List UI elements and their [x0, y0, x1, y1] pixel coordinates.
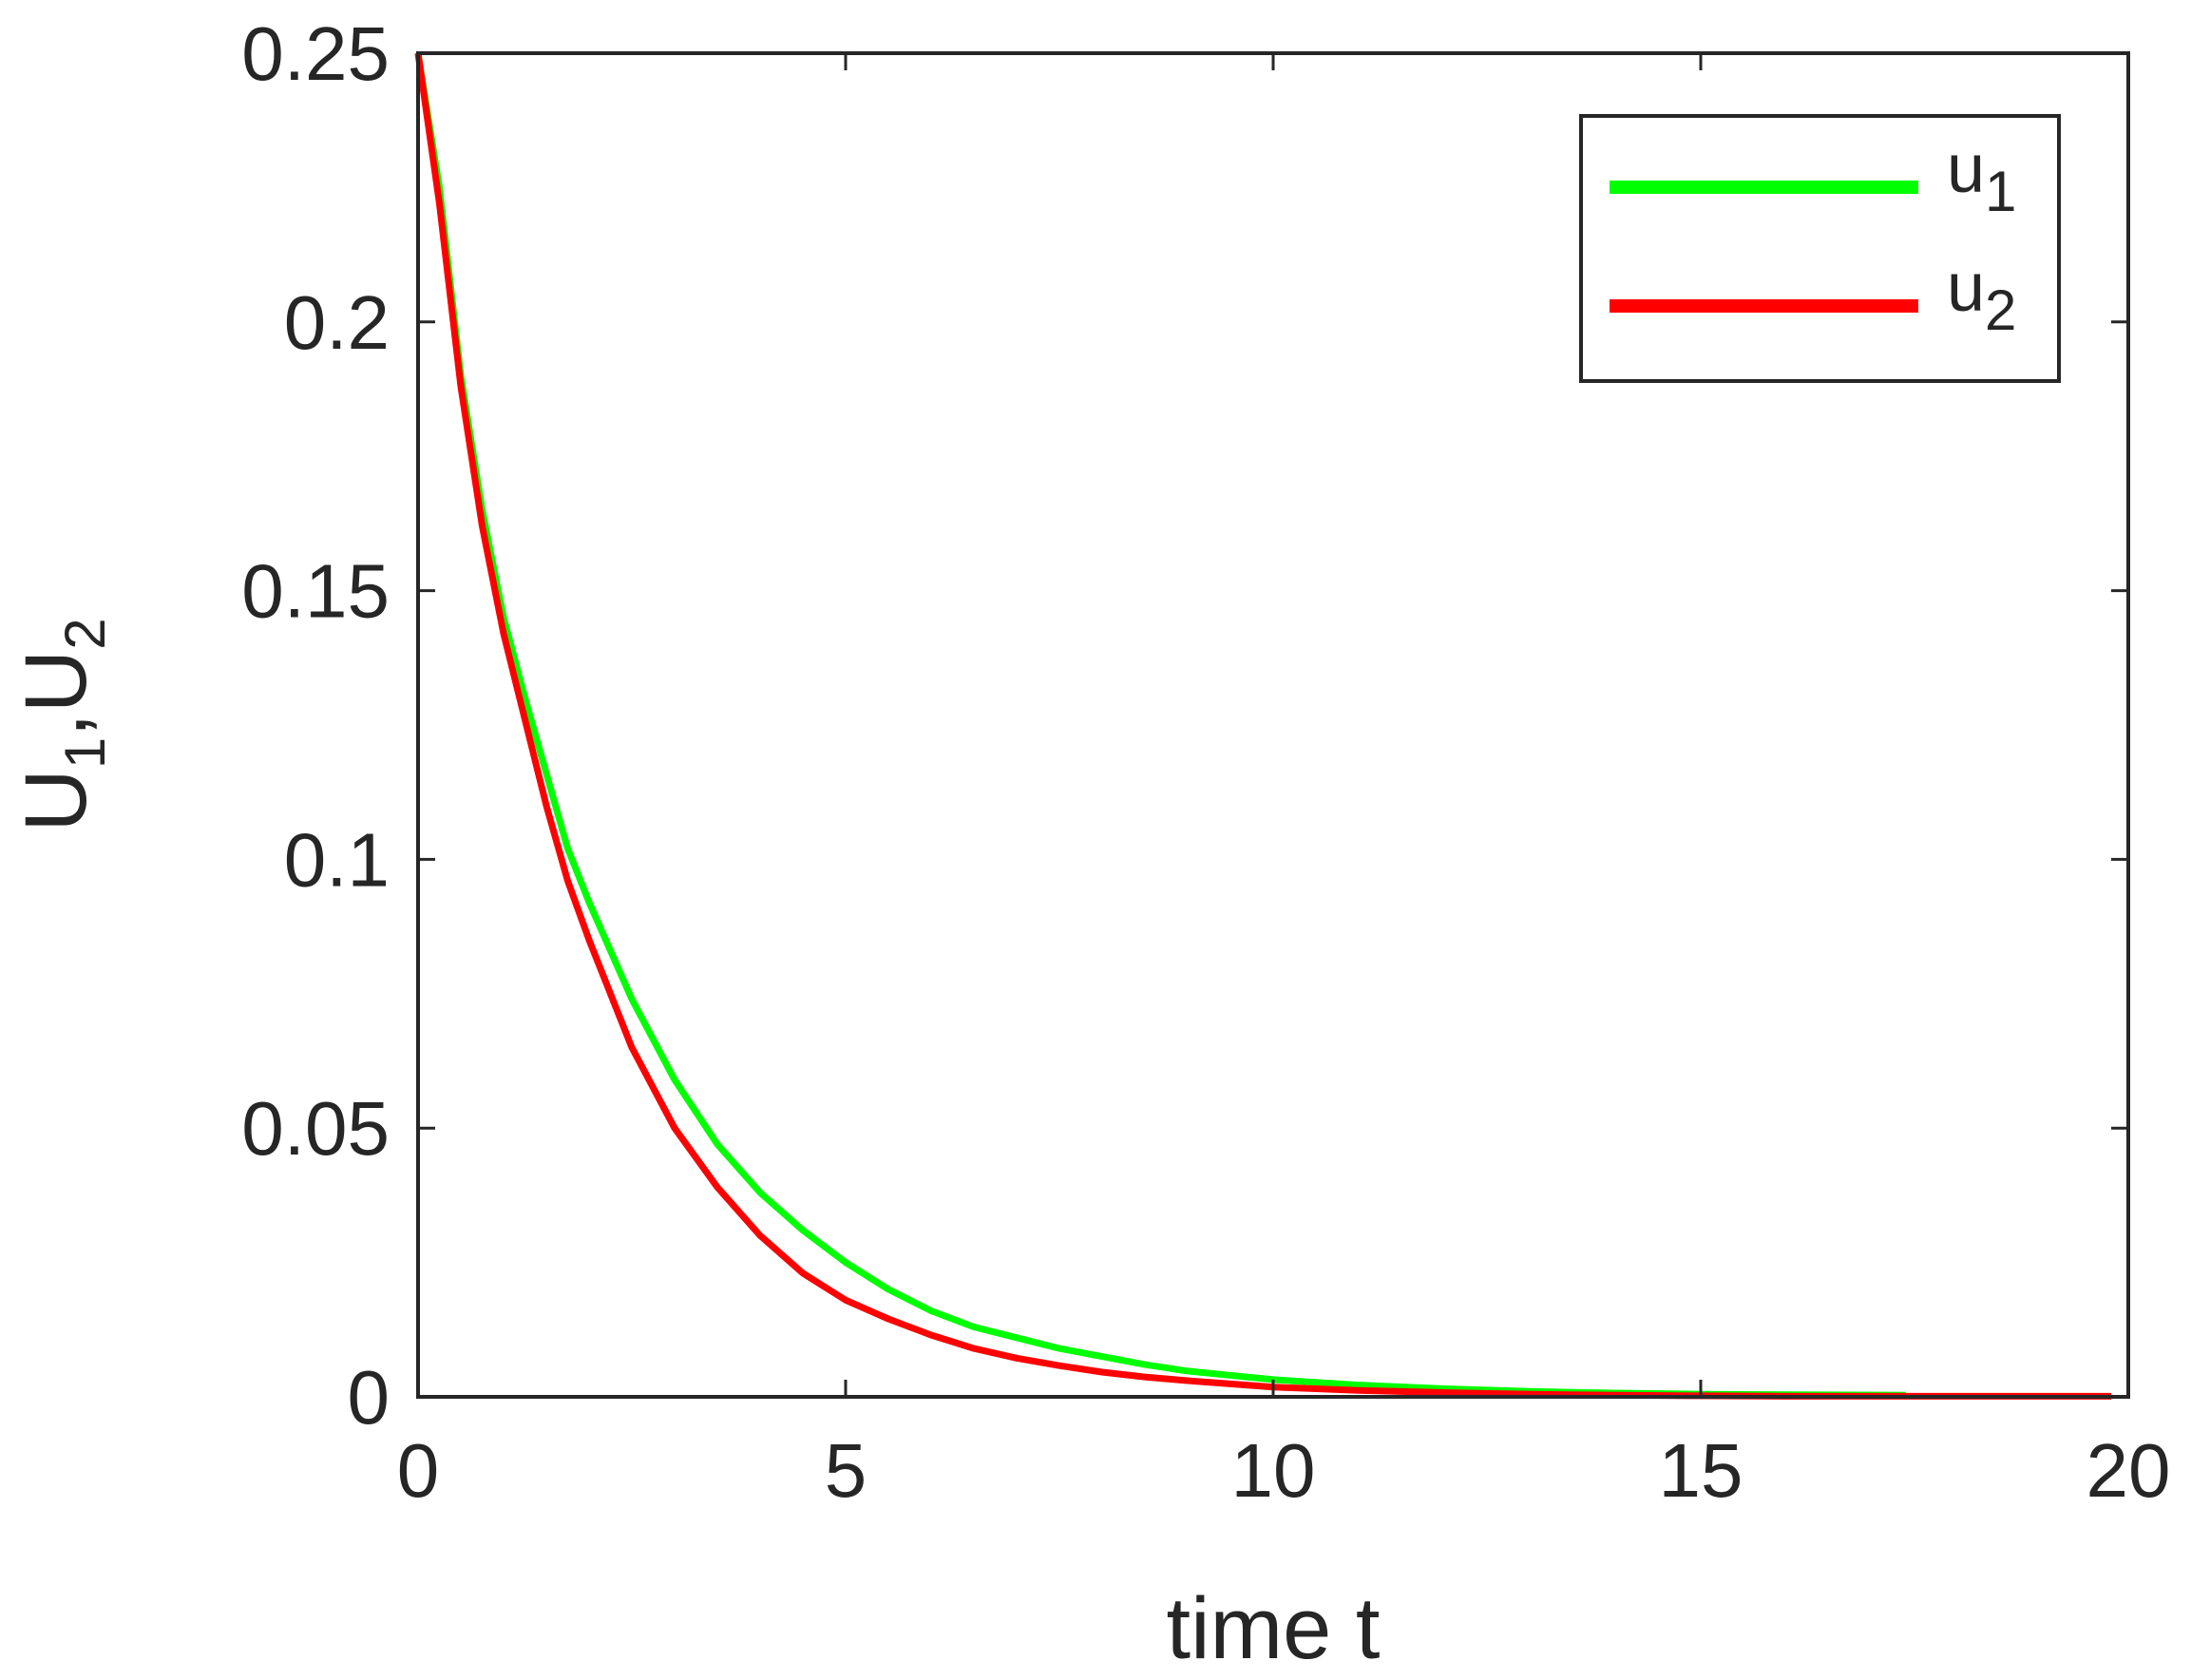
y-axis-label-u1: U	[8, 769, 105, 831]
x-axis-label: time t	[1167, 1580, 1381, 1677]
legend-box	[1579, 114, 2061, 383]
y-axis-label-u2: U	[8, 650, 105, 713]
y-tick-label: 0	[348, 1355, 391, 1440]
x-tick-label: 5	[825, 1428, 867, 1513]
legend-label-u1-base: u	[1947, 131, 1985, 207]
y-axis-label: U1,U2	[8, 618, 117, 831]
legend-label-u2-sub: 2	[1985, 278, 2016, 342]
x-tick-label: 15	[1659, 1428, 1743, 1513]
y-axis-label-sub2: 2	[53, 618, 117, 649]
legend: u1 u2	[1579, 114, 2061, 383]
legend-label-u1-sub: 1	[1985, 160, 2016, 223]
ticks-layer	[416, 51, 2130, 1399]
legend-label-u2-base: u	[1947, 250, 1985, 326]
y-axis-label-sub1: 1	[53, 737, 117, 769]
x-tick-label: 10	[1231, 1428, 1316, 1513]
x-tick-label: 20	[2086, 1428, 2171, 1513]
y-tick-label: 0.15	[241, 549, 390, 634]
y-tick-label: 0.1	[284, 817, 390, 902]
y-tick-label: 0.05	[241, 1086, 390, 1171]
x-tick-label: 0	[397, 1428, 440, 1513]
legend-label-u1: u1	[1947, 131, 2016, 223]
legend-label-u2: u2	[1947, 250, 2016, 342]
y-tick-label: 0.2	[284, 280, 390, 365]
y-axis-label-sep: ,	[8, 713, 105, 737]
tick-labels-layer: 0 5 10 15 20 0 0.05 0.1 0.15 0.2 0.25	[241, 11, 2170, 1513]
series-line-u1	[414, 52, 1907, 1399]
y-tick-label: 0.25	[241, 11, 390, 96]
